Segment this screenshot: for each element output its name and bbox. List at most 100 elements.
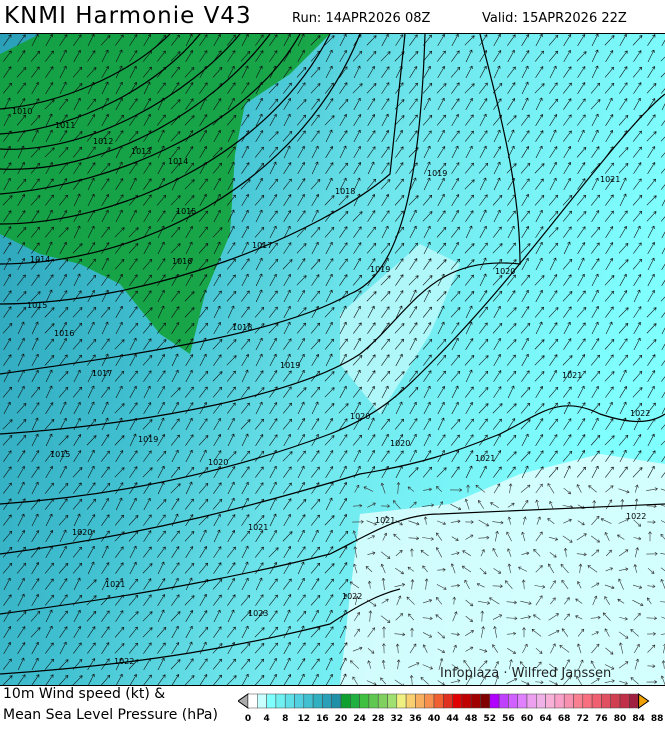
wind-arrow [549,450,558,462]
wind-arrow [423,258,432,270]
wind-arrow [3,177,11,191]
wind-arrow [562,82,572,94]
wind-arrow [591,338,600,350]
wind-arrow [549,552,557,558]
wind-arrow [464,274,474,286]
wind-arrow [198,322,209,334]
wind-arrow [408,51,419,62]
wind-arrow [619,386,627,398]
wind-arrow [563,226,572,238]
wind-arrow [44,50,54,62]
wind-arrow [199,418,208,430]
wind-arrow [660,136,665,142]
wind-arrow [31,66,40,78]
wind-arrow [380,615,391,623]
wind-arrow [325,258,334,270]
wind-arrow [661,279,665,286]
wind-arrow [87,242,96,254]
wind-arrow [660,440,665,446]
wind-arrow [647,242,655,255]
wind-arrow [437,305,445,319]
wind-arrow [45,530,53,543]
wind-arrow [73,193,81,207]
wind-arrow [72,307,83,318]
wind-arrow [339,546,348,558]
wind-arrow [480,676,486,685]
wind-arrow [353,449,361,463]
wind-arrow [366,51,377,62]
wind-arrow [563,434,572,446]
wind-arrow [339,321,347,335]
wind-arrow [213,513,221,527]
wind-arrow [31,306,40,318]
wind-arrow [255,482,264,494]
wind-arrow [479,82,488,94]
wind-arrow [339,657,347,671]
wind-arrow [212,498,223,510]
wind-arrow [353,611,360,622]
wind-arrow [198,498,209,510]
wind-arrow [451,194,460,206]
wind-arrow [559,645,570,653]
wind-arrow [618,322,629,334]
wind-arrow [605,178,614,190]
wind-arrow [492,258,503,270]
colorbar-swatch [387,693,398,709]
wind-arrow [324,338,334,350]
wind-arrow [493,450,502,462]
wind-arrow [185,50,194,62]
wind-arrow [296,66,307,78]
wind-arrow [212,227,223,238]
wind-arrow [338,98,349,110]
wind-arrow [464,194,474,206]
wind-arrow [604,210,614,222]
wind-arrow [548,307,559,318]
wind-arrow [452,644,457,653]
wind-arrow [521,370,530,382]
wind-arrow [465,338,474,350]
wind-arrow [72,467,83,478]
wind-arrow [310,226,321,238]
wind-arrow [58,659,69,670]
wind-arrow [464,162,474,174]
wind-arrow [184,307,195,318]
wind-arrow [646,487,658,491]
wind-arrow [73,609,81,623]
wind-arrow [381,130,389,143]
wind-arrow [422,537,434,541]
wind-arrow [17,50,26,62]
wind-arrow [479,113,487,127]
wind-arrow [227,274,236,286]
wind-arrow [31,513,39,527]
wind-arrow [73,401,81,415]
wind-arrow [170,243,181,254]
wind-arrow [31,481,39,495]
wind-arrow [311,98,320,110]
wind-arrow [548,386,559,398]
wind-arrow [534,585,546,589]
wind-arrow [240,450,250,462]
isobar-label: 1013 [131,147,151,156]
colorbar-swatch [257,693,267,709]
wind-arrow [592,595,598,606]
wind-arrow [227,609,235,623]
wind-arrow [129,497,137,511]
wind-arrow [3,514,12,526]
wind-arrow [142,258,153,270]
wind-arrow [591,210,600,222]
wind-arrow [268,626,279,638]
isobar-label: 1020 [390,439,410,448]
wind-arrow [283,66,292,78]
wind-arrow [101,194,110,206]
wind-arrow [549,354,558,366]
colorbar-swatch [247,693,258,709]
wind-arrow [465,49,473,63]
wind-arrow [479,130,488,142]
wind-arrow [143,674,152,685]
wind-arrow [310,594,321,606]
colorbar-swatch [415,693,425,709]
wind-arrow [480,626,485,638]
wind-arrow [45,82,54,94]
wind-arrow [353,226,362,238]
wind-arrow [661,231,665,239]
